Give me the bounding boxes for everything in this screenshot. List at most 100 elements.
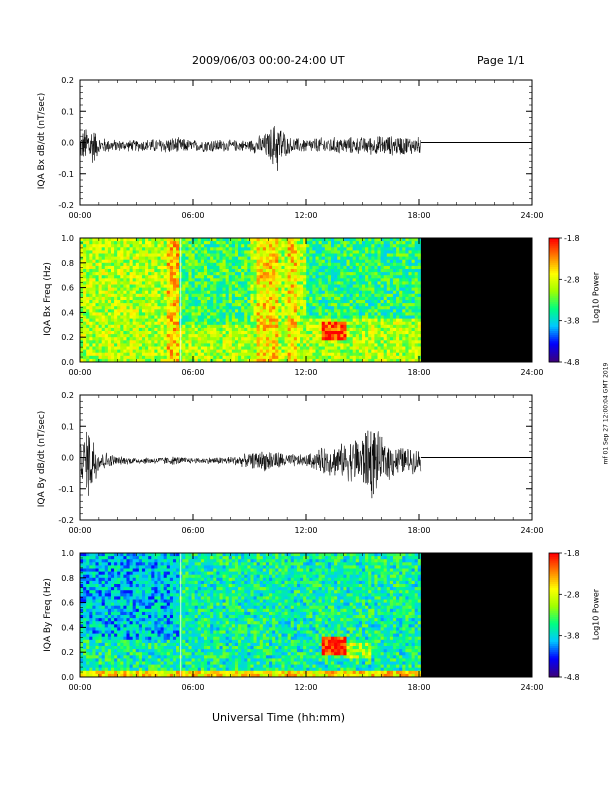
spectrogram-cell [368, 238, 372, 242]
spectrogram-cell [324, 349, 329, 354]
spectrogram-cell [281, 340, 285, 344]
spectrogram-cell [92, 334, 96, 338]
spectrogram-cell [228, 300, 233, 304]
spectrogram-cell [154, 349, 158, 354]
spectrogram-cell [238, 315, 242, 319]
spectrogram-cell [405, 318, 409, 323]
spectrogram-cell [396, 293, 400, 298]
spectrogram-cell [284, 318, 289, 323]
spectrogram-cell [324, 355, 329, 360]
spectrogram-cell [396, 303, 400, 307]
spectrogram-cell [377, 346, 381, 350]
spectrogram-cell [275, 309, 279, 313]
spectrogram-cell [408, 247, 412, 251]
spectrogram-cell [163, 300, 168, 304]
spectrogram-cell [377, 290, 381, 295]
spectrogram-cell [349, 269, 354, 273]
spectrogram-cell [327, 315, 332, 319]
spectrogram-cell [160, 312, 165, 316]
spectrogram-cell [185, 238, 189, 242]
spectrogram-cell [355, 303, 360, 307]
spectrogram-cell [98, 247, 103, 251]
spectrogram-cell [371, 355, 375, 360]
spectrogram-cell [200, 269, 205, 273]
spectrogram-cell [411, 269, 416, 273]
spectrogram-cell [83, 621, 87, 625]
spectrogram-cell [234, 331, 239, 335]
spectrogram-cell [337, 340, 341, 344]
colorbar-segment [549, 318, 559, 322]
spectrogram-cell [399, 321, 403, 326]
spectrogram-cell [157, 331, 161, 335]
spectrogram-cell [126, 296, 130, 301]
spectrogram-cell [191, 259, 196, 264]
spectrogram-cell [166, 275, 171, 279]
spectrogram-cell [86, 352, 90, 357]
colorbar-segment [549, 279, 559, 282]
spectrogram-cell [265, 238, 270, 242]
spectrogram-cell [129, 349, 134, 354]
spectrogram-cell [92, 355, 96, 360]
spectrogram-cell [163, 262, 168, 267]
spectrogram-cell [358, 312, 363, 316]
spectrogram-cell [163, 290, 168, 295]
spectrogram-cell [234, 300, 239, 304]
spectrogram-cell [334, 281, 338, 285]
spectrogram-cell [414, 358, 419, 363]
spectrogram-cell [296, 303, 301, 307]
spectrogram-cell [389, 334, 394, 338]
spectrogram-cell [129, 247, 134, 251]
spectrogram-cell [269, 247, 273, 251]
spectrogram-cell [166, 355, 171, 360]
spectrogram-cell [287, 340, 292, 344]
spectrogram-cell [358, 309, 363, 313]
spectrogram-cell [80, 272, 84, 276]
spectrogram-cell [250, 265, 254, 270]
spectrogram-cell [327, 284, 332, 288]
spectrogram-cell [281, 247, 285, 251]
spectrogram-cell [151, 309, 155, 313]
spectrogram-cell [262, 281, 267, 285]
spectrogram-cell [358, 250, 363, 254]
spectrogram-cell [408, 281, 412, 285]
spectrogram-cell [315, 318, 320, 323]
spectrogram-cell [135, 321, 140, 326]
spectrogram-cell [265, 272, 270, 276]
spectrogram-cell [213, 321, 217, 326]
colorbar-segment [549, 343, 559, 346]
spectrogram-cell [86, 584, 90, 588]
spectrogram-cell [337, 312, 341, 316]
spectrogram-cell [176, 324, 180, 329]
spectrogram-cell [287, 343, 292, 347]
spectrogram-cell [176, 306, 180, 310]
spectrogram-cell [154, 303, 158, 307]
spectrogram-cell [408, 238, 412, 242]
spectrogram-cell [157, 250, 161, 254]
spectrogram-cell [399, 281, 403, 285]
spectrogram-cell [247, 321, 251, 326]
spectrogram-cell [380, 287, 385, 292]
spectrogram-cell [272, 337, 276, 341]
spectrogram-cell [396, 309, 400, 313]
spectrogram-cell [265, 337, 270, 341]
spectrogram-cell [389, 253, 394, 257]
spectrogram-cell [265, 250, 270, 254]
spectrogram-cell [324, 327, 329, 332]
spectrogram-cell [386, 284, 391, 288]
spectrogram-cell [346, 244, 351, 248]
spectrogram-cell [265, 343, 270, 347]
spectrogram-cell [141, 334, 146, 338]
spectrogram-cell [269, 324, 273, 329]
spectrogram-cell [389, 349, 394, 354]
spectrogram-cell [290, 309, 295, 313]
spectrogram-cell [163, 309, 168, 313]
spectrogram-cell [172, 244, 177, 248]
spectrogram-cell [278, 318, 282, 323]
spectrogram-cell [290, 293, 295, 298]
spectrogram-cell [362, 331, 366, 335]
spectrogram-cell [166, 296, 171, 301]
spectrogram-cell [399, 309, 403, 313]
spectrogram-cell [383, 327, 388, 332]
spectrogram-cell [334, 296, 338, 301]
spectrogram-cell [92, 303, 96, 307]
